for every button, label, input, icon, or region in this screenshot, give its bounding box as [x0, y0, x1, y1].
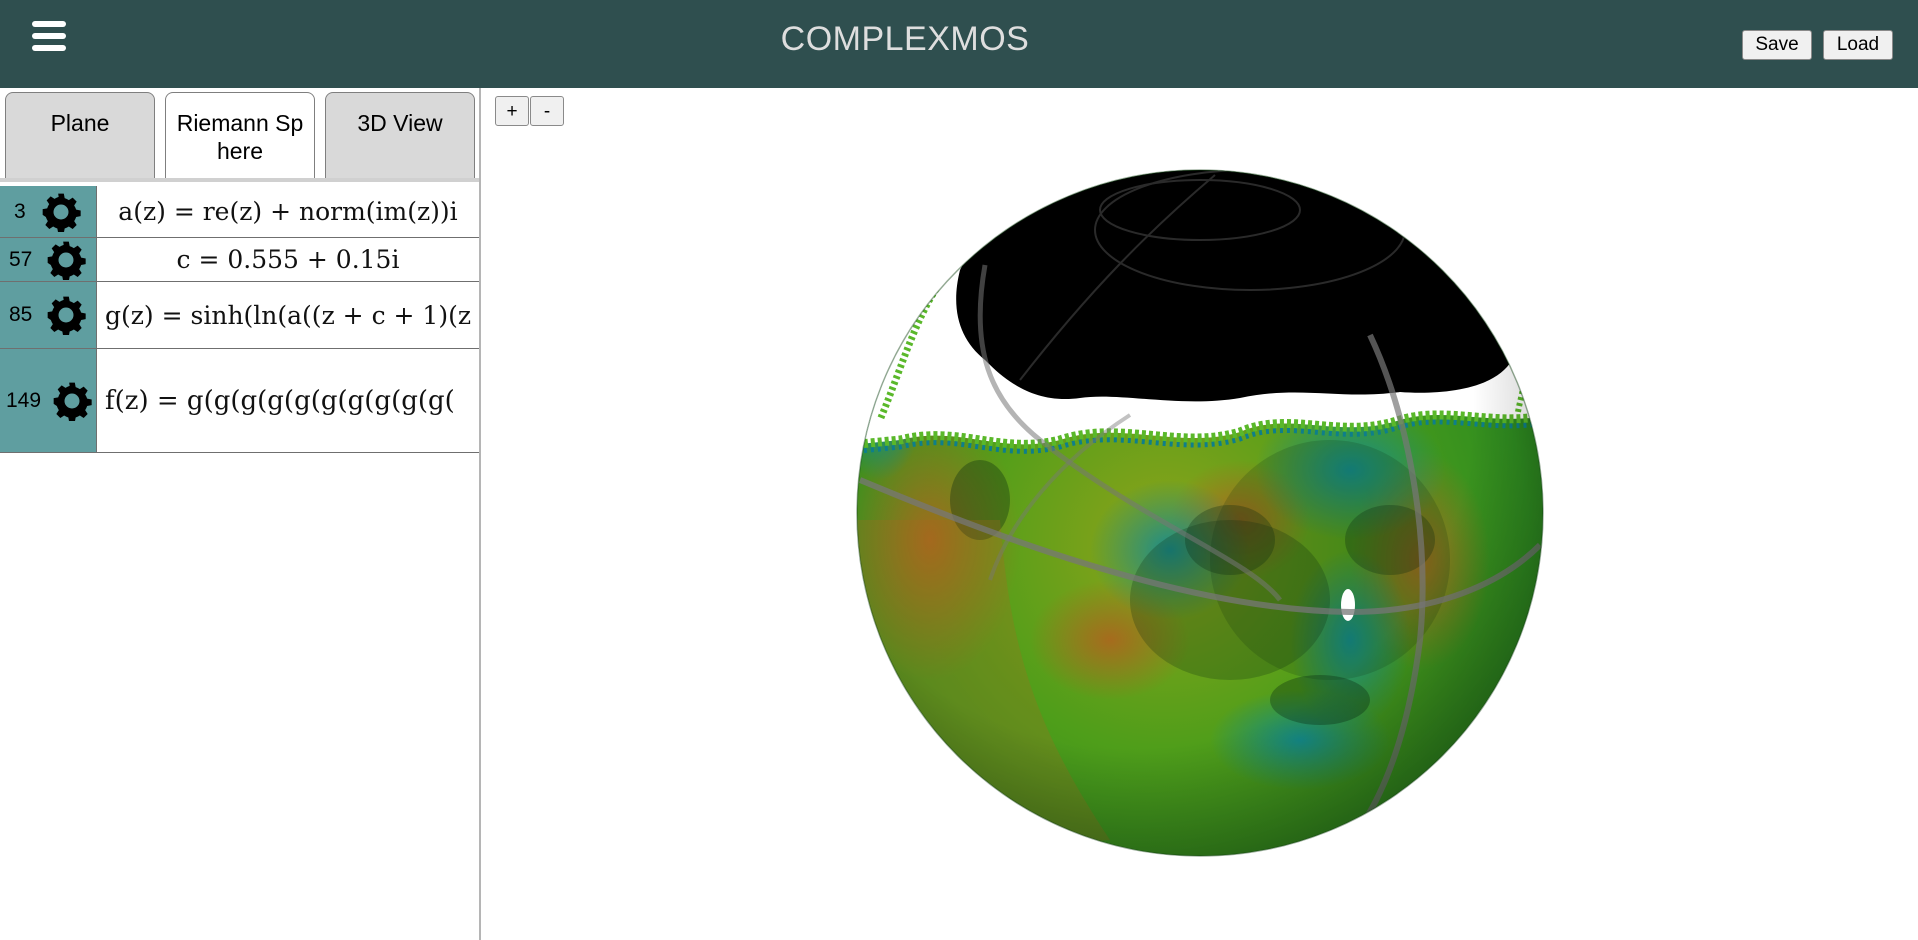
expression-input[interactable]: c = 0.555 + 0.15i: [96, 238, 479, 281]
expression-list: 3 a(z) = re(z) + norm(im(z))i 57 c = 0.5…: [0, 186, 479, 453]
expression-row[interactable]: 57 c = 0.555 + 0.15i: [0, 238, 479, 282]
top-bar: COMPLEXMOS Save Load: [0, 0, 1918, 88]
expression-input[interactable]: g(z) = sinh(ln(a((z + c + 1)(z: [96, 282, 479, 348]
expression-handle[interactable]: 3: [0, 186, 96, 237]
gear-icon[interactable]: [46, 295, 86, 335]
expression-row[interactable]: 3 a(z) = re(z) + norm(im(z))i: [0, 186, 479, 238]
save-button[interactable]: Save: [1742, 30, 1812, 60]
gear-icon[interactable]: [41, 192, 81, 232]
hamburger-menu-icon[interactable]: [32, 19, 66, 53]
expression-sidebar: Plane Riemann Sphere 3D View 3 a(z) = re…: [0, 88, 481, 940]
zoom-out-button[interactable]: -: [530, 96, 564, 126]
expression-input[interactable]: f(z) = g(g(g(g(g(g(g(g(g(g(: [96, 349, 479, 452]
tab-3d-view[interactable]: 3D View: [325, 92, 475, 178]
tab-divider: [0, 178, 479, 182]
zoom-in-button[interactable]: +: [495, 96, 529, 126]
tab-plane[interactable]: Plane: [5, 92, 155, 178]
expression-id: 85: [9, 303, 33, 326]
expression-row[interactable]: 85 g(z) = sinh(ln(a((z + c + 1)(z: [0, 282, 479, 349]
expression-id: 57: [9, 247, 33, 271]
app-title: COMPLEXMOS: [780, 20, 1030, 58]
expression-handle[interactable]: 149: [0, 349, 96, 452]
sphere-surface: [857, 170, 1543, 856]
expression-id: 3: [14, 199, 26, 223]
expression-handle[interactable]: 85: [0, 282, 96, 348]
expression-input[interactable]: a(z) = re(z) + norm(im(z))i: [96, 186, 479, 237]
expression-id: 149: [6, 388, 42, 412]
load-button[interactable]: Load: [1823, 30, 1893, 60]
tab-riemann-sphere[interactable]: Riemann Sphere: [165, 92, 315, 178]
gear-icon[interactable]: [52, 381, 92, 421]
riemann-sphere-canvas[interactable]: [481, 88, 1918, 940]
expression-row[interactable]: 149 f(z) = g(g(g(g(g(g(g(g(g(g(: [0, 349, 479, 453]
gear-icon[interactable]: [46, 240, 86, 280]
view-tabs: Plane Riemann Sphere 3D View: [0, 88, 479, 182]
expression-handle[interactable]: 57: [0, 238, 96, 281]
